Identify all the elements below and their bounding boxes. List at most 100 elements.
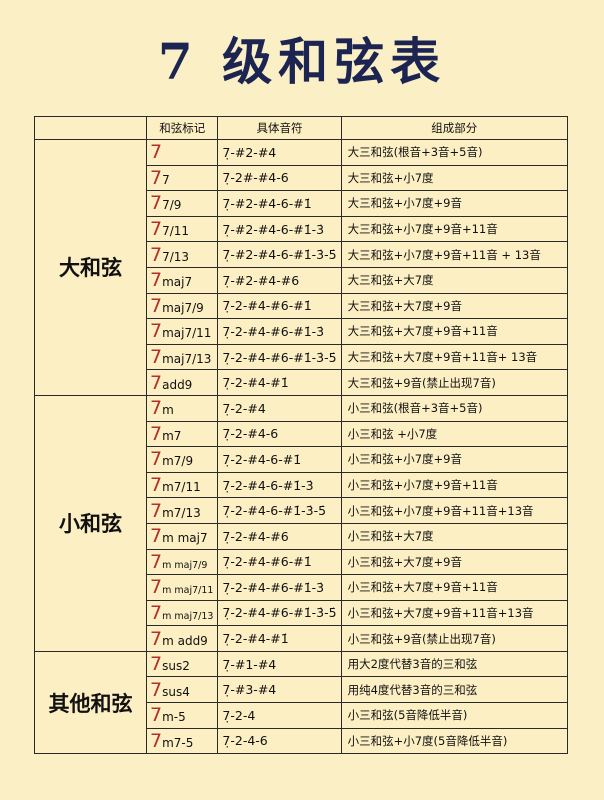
table-row: 7m7/13 7̣-2-#4-6-#1̇-3̇-5̇ 小三和弦+小7度+9音+11音…: [35, 497, 569, 524]
chord-root: 7: [150, 269, 163, 292]
chord-mark: 77/9: [145, 190, 219, 217]
chord-mark: 7: [145, 139, 219, 166]
chord-notes: 7̣-#3-#4: [217, 676, 342, 704]
chord-composition: 小三和弦+小7度+9音+11音: [340, 471, 569, 499]
chord-composition: 小三和弦(5音降低半音): [340, 702, 569, 729]
chord-notes: 7̣-2-#4-6-#1̇: [217, 446, 342, 473]
table-row: 77/9 7̣-#2-#4-6-#1̇ 大三和弦+小7度+9音: [35, 190, 569, 217]
chord-suffix: sus2: [162, 659, 190, 674]
chord-composition: 大三和弦+大7度+9音+11音+ 13音: [340, 343, 569, 371]
chord-notes: 7̣-2-#4-#6: [217, 522, 342, 550]
chord-composition: 小三和弦+小7度(5音降低半音): [340, 727, 569, 755]
chord-composition: 小三和弦+9音(禁止出现7音): [340, 625, 569, 652]
chord-mark: 7maj7/9: [145, 292, 219, 320]
table-row: 小和弦 7m 7̣-2-#4 小三和弦(根音+3音+5音): [34, 394, 569, 652]
chord-suffix: 7: [162, 172, 170, 187]
chord-suffix: m7: [162, 428, 182, 443]
chord-root: 7: [150, 192, 163, 215]
chord-suffix: m7-5: [162, 735, 194, 750]
chord-notes: 7̣-2-#4-6-#1̇-3̇: [217, 471, 342, 499]
chord-root: 7: [150, 141, 163, 164]
chord-mark: 7maj7/11: [145, 318, 219, 345]
chord-mark: 7m7/13: [145, 497, 219, 524]
chord-mark: 7m7/9: [145, 446, 219, 473]
chord-composition: 小三和弦+小7度+9音: [340, 446, 569, 473]
chord-suffix: 7/11: [162, 224, 190, 239]
chord-mark: 7sus2: [145, 650, 219, 678]
page-title: 7 级和弦表: [157, 32, 447, 91]
chord-notes: 7̣-2-4: [217, 702, 342, 729]
chord-root: 7: [150, 474, 163, 497]
chord-composition: 大三和弦(根音+3音+5音): [340, 139, 569, 166]
table-row: 7m maj7 7̣-2-#4-#6 小三和弦+大7度: [35, 522, 569, 550]
chord-notes: 7̣-2-#4-6: [217, 420, 342, 448]
chord-composition: 小三和弦+大7度: [340, 522, 569, 550]
chord-root: 7: [150, 576, 163, 599]
chord-suffix: 7/9: [162, 198, 182, 213]
chord-notes: 7̣-2-#4-#6-#1̇-3̇-5̇: [217, 599, 342, 627]
chord-mark: 7m: [145, 394, 219, 422]
chord-suffix: m maj7/9: [162, 559, 208, 571]
chord-suffix: maj7/9: [162, 300, 204, 315]
chord-notes: 7̣-2-#4-#1̇: [217, 369, 342, 396]
chord-notes: 7̣-#2-#4-6-#1̇: [217, 190, 342, 217]
chord-composition: 大三和弦+大7度+9音: [340, 292, 569, 320]
chord-root: 7: [150, 218, 163, 241]
chord-suffix: maj7/13: [162, 352, 212, 367]
chord-suffix: maj7: [162, 275, 193, 290]
chord-mark: 77: [145, 164, 219, 192]
chord-suffix: m maj7/13: [162, 610, 214, 622]
chord-composition: 用大2度代替3音的三和弦: [340, 650, 569, 678]
table-row: 77 7̣-2#-#4-6 大三和弦+小7度: [35, 164, 569, 192]
chord-mark: 7add9: [145, 369, 219, 396]
chord-notes: 7̣-#2-#4-6-#1̇-3̇-5̇: [217, 241, 342, 268]
chord-root: 7: [150, 243, 163, 266]
chord-mark: 77/13: [145, 241, 219, 268]
chord-mark: 7m-5: [145, 702, 219, 729]
chord-suffix: add9: [162, 377, 193, 392]
chord-notes: 7̣-2-#4-#6-#1̇-3̇: [217, 318, 342, 345]
table-row: 7maj7/11 7̣-2-#4-#6-#1̇-3̇ 大三和弦+大7度+9音+11音: [35, 318, 569, 345]
chord-mark: 7m maj7/13: [145, 599, 219, 627]
chord-notes: 7̣-2-#4-#6-#1̇: [217, 548, 342, 576]
chord-suffix: m maj7/11: [162, 585, 214, 597]
table-row: 其他和弦 7sus2 7̣-#1-#4 用大2度代替3音的三和弦: [34, 650, 569, 755]
chord-mark: 7m7: [145, 420, 219, 448]
chord-mark: 7m maj7/11: [145, 574, 219, 601]
section-label: 小和弦: [34, 394, 147, 652]
table-row: 7m-5 7̣-2-4 小三和弦(5音降低半音): [35, 702, 569, 729]
chord-composition: 大三和弦+大7度+9音+11音: [340, 318, 569, 345]
chord-suffix: sus4: [162, 684, 190, 699]
chord-composition: 小三和弦+大7度+9音: [340, 548, 569, 576]
chord-composition: 小三和弦(根音+3音+5音): [340, 394, 569, 422]
table-row: 77/13 7̣-#2-#4-6-#1̇-3̇-5̇ 大三和弦+小7度+9音+11音…: [35, 241, 569, 268]
table-row: 7m maj7/13 7̣-2-#4-#6-#1̇-3̇-5̇ 小三和弦+大7度+9…: [35, 599, 569, 627]
chord-table: 和弦标记 具体音符 组成部分 大和弦 7 7̣-#2-#4 大三和弦(根音+3音+5音…: [34, 116, 569, 755]
table-row: 7m7/11 7̣-2-#4-6-#1̇-3̇ 小三和弦+小7度+9音+11音: [35, 471, 569, 499]
chord-notes: 7̣-2-#4-6-#1̇-3̇-5̇: [217, 497, 342, 524]
chord-composition: 小三和弦 +小7度: [340, 420, 569, 448]
table-row: 7m maj7/9 7̣-2-#4-#6-#1̇ 小三和弦+大7度+9音: [35, 548, 569, 576]
header-notes: 具体音符: [217, 116, 342, 140]
chord-composition: 小三和弦+大7度+9音+11音: [340, 574, 569, 601]
chord-notes: 7̣-#2-#4: [217, 139, 342, 166]
chord-root: 7: [150, 448, 163, 471]
chord-mark: 7maj7: [145, 266, 219, 294]
chord-mark: 7maj7/13: [145, 343, 219, 371]
chord-root: 7: [150, 294, 163, 317]
chord-mark: 7m maj7: [145, 522, 219, 550]
chord-suffix: m7/13: [162, 505, 201, 520]
chord-mark: 7m maj7/9: [145, 548, 219, 576]
header-section: [34, 116, 147, 140]
chord-notes: 7̣-2-#4-#6-#1̇-3̇: [217, 574, 342, 601]
table-body: 大和弦 7 7̣-#2-#4 大三和弦(根音+3音+5音) 77 7̣-2#-#4-6 大三…: [34, 139, 569, 755]
chord-notes: 7̣-2-#4: [217, 394, 342, 422]
chord-composition: 小三和弦+小7度+9音+11音+13音: [340, 497, 569, 524]
chord-notes: 7̣-#2-#4-#6: [217, 266, 342, 294]
chord-root: 7: [150, 653, 163, 676]
chord-suffix: m maj7: [162, 531, 208, 546]
table-row: 7maj7/13 7̣-2-#4-#6-#1̇-3̇-5̇ 大三和弦+大7度+9音+…: [35, 343, 569, 371]
table-header-row: 和弦标记 具体音符 组成部分: [34, 116, 569, 140]
table-row: 7maj7/9 7̣-2-#4-#6-#1̇ 大三和弦+大7度+9音: [35, 292, 569, 320]
chord-root: 7: [150, 346, 163, 369]
